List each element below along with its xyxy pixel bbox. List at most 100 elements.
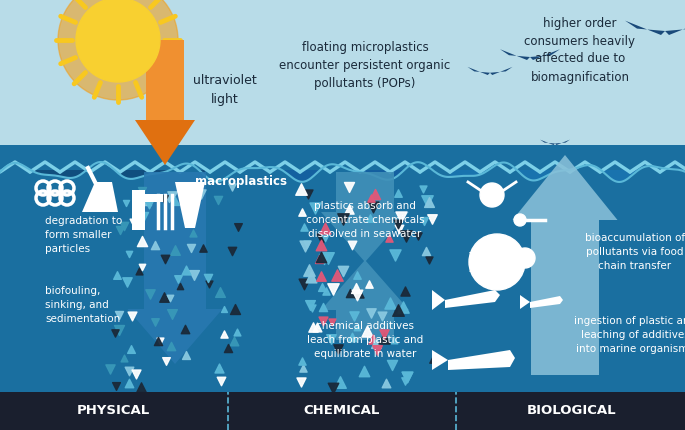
Point — [351, 323, 362, 330]
Point — [366, 310, 377, 317]
Point — [166, 310, 177, 317]
Point — [314, 255, 325, 262]
Point — [125, 345, 136, 352]
Point — [423, 198, 434, 205]
Point — [119, 222, 129, 229]
Point — [376, 313, 387, 320]
Point — [398, 304, 409, 311]
Point — [317, 317, 328, 324]
Polygon shape — [490, 67, 512, 75]
Text: CHEMICAL: CHEMICAL — [304, 405, 380, 418]
Point — [326, 319, 337, 326]
Point — [124, 380, 135, 387]
Point — [120, 200, 131, 206]
Point — [216, 378, 227, 384]
Point — [316, 236, 327, 243]
Point — [180, 326, 191, 333]
Polygon shape — [500, 49, 530, 60]
Point — [132, 219, 143, 226]
Polygon shape — [432, 290, 445, 310]
Point — [328, 384, 339, 391]
Point — [219, 330, 229, 337]
Point — [297, 365, 308, 372]
Point — [385, 299, 396, 306]
FancyArrow shape — [321, 172, 409, 262]
Point — [203, 274, 214, 281]
Polygon shape — [175, 182, 205, 228]
Point — [319, 225, 330, 232]
Point — [396, 214, 407, 221]
Point — [358, 367, 369, 374]
Point — [423, 256, 434, 263]
Point — [372, 347, 383, 353]
Point — [122, 278, 133, 285]
Polygon shape — [540, 140, 555, 145]
Point — [141, 198, 152, 205]
Point — [347, 242, 358, 249]
Point — [232, 329, 242, 336]
Bar — [0, 0, 685, 170]
Text: macroplastics: macroplastics — [195, 175, 287, 188]
Point — [370, 190, 381, 197]
Point — [343, 206, 354, 213]
Point — [334, 379, 345, 386]
Text: floating microplastics
encounter persistent organic
pollutants (POPs): floating microplastics encounter persist… — [279, 40, 451, 89]
Point — [113, 326, 124, 333]
Point — [384, 234, 395, 241]
Point — [349, 312, 360, 319]
Circle shape — [480, 183, 504, 207]
Point — [332, 346, 343, 353]
Point — [315, 273, 326, 280]
Circle shape — [469, 234, 525, 290]
Polygon shape — [450, 170, 685, 395]
Point — [378, 335, 389, 341]
Point — [302, 241, 313, 248]
Point — [389, 337, 400, 344]
Point — [367, 203, 378, 210]
Point — [189, 271, 200, 278]
Point — [363, 280, 374, 287]
Point — [400, 377, 411, 384]
Point — [296, 185, 307, 192]
Point — [186, 244, 197, 251]
Point — [299, 224, 310, 230]
Point — [110, 383, 121, 390]
Point — [387, 362, 398, 369]
Bar — [0, 145, 685, 395]
Point — [337, 268, 348, 275]
Point — [371, 339, 382, 346]
Point — [412, 232, 423, 239]
Point — [181, 351, 192, 358]
Point — [164, 294, 175, 301]
Point — [123, 368, 134, 375]
Point — [401, 374, 412, 381]
Point — [427, 216, 438, 223]
Point — [212, 197, 223, 203]
Point — [213, 364, 224, 371]
Polygon shape — [448, 350, 515, 370]
Point — [389, 252, 400, 259]
Polygon shape — [255, 170, 440, 395]
Point — [160, 256, 171, 263]
Point — [203, 280, 214, 287]
Point — [227, 247, 238, 254]
Point — [233, 224, 244, 230]
Point — [401, 233, 412, 240]
Point — [306, 304, 317, 311]
Point — [421, 248, 432, 255]
Polygon shape — [445, 290, 500, 308]
Point — [143, 202, 154, 209]
Point — [169, 247, 180, 254]
Point — [361, 328, 372, 335]
Point — [112, 271, 123, 278]
Polygon shape — [432, 350, 448, 370]
Polygon shape — [530, 49, 560, 60]
Point — [175, 283, 186, 290]
Circle shape — [76, 0, 160, 82]
Point — [422, 197, 433, 204]
Text: BIOLOGICAL: BIOLOGICAL — [527, 405, 616, 418]
Point — [198, 245, 209, 252]
Text: ultraviolet
light: ultraviolet light — [193, 74, 257, 105]
Text: PHYSICAL: PHYSICAL — [76, 405, 149, 418]
Polygon shape — [469, 255, 480, 272]
